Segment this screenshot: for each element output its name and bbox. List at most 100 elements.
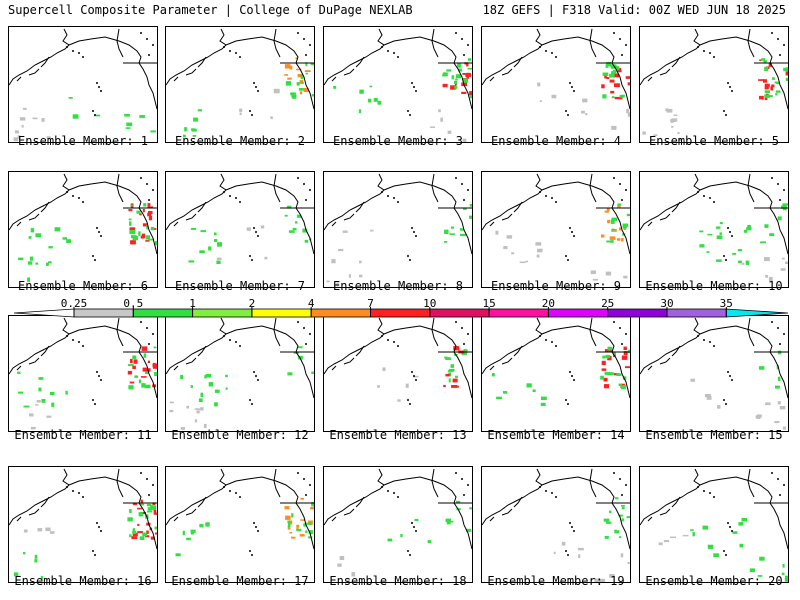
scp-fill-cell [702,525,709,530]
scp-fill-cell [625,366,630,369]
scp-fill-cell [199,250,205,254]
scp-fill-cell [132,503,138,506]
scp-fill-cell [610,64,616,67]
scp-fill-cell [758,414,762,418]
scp-fill-cell [610,219,615,224]
scp-fill-cell [775,93,778,96]
ensemble-member-panel [8,26,158,143]
island [723,110,725,112]
island [82,345,84,347]
scp-fill-cell [19,117,26,121]
scp-fill-cell [457,63,461,68]
island [709,197,711,199]
scp-fill-cell [784,575,788,580]
scp-fill-cell [14,130,19,134]
scp-fill-cell [610,64,617,69]
scp-fill-cell [590,270,596,275]
island [255,526,257,528]
member-map [9,468,157,580]
scp-fill-cell [463,208,467,210]
scale-tick-label: 2 [248,297,256,310]
island [783,484,785,486]
scp-fill-cell [440,117,443,122]
scp-fill-cell [309,522,312,525]
island [255,231,257,233]
island [409,403,411,405]
scp-fill-cell [351,572,356,577]
island [152,484,154,486]
scp-fill-cell [128,209,133,212]
scp-fill-cell [414,518,419,522]
island [783,333,785,335]
scp-fill-cell [143,353,147,358]
coastline [9,173,157,255]
scp-fill-cell [369,85,373,88]
scp-fill-cell [17,135,21,139]
scp-fill-cell [578,554,581,558]
island [569,82,571,84]
scale-segment [132,308,194,318]
scp-fill-cell [623,351,628,356]
island [66,335,68,337]
scp-fill-cell [581,110,585,114]
coastline [640,173,788,255]
island [777,38,779,40]
island [625,484,627,486]
scale-arrow [13,308,75,318]
scp-fill-cell [627,112,630,117]
scp-fill-cell [738,260,742,264]
scp-fill-cell [609,236,616,240]
island [92,399,94,401]
island [625,189,627,191]
scp-fill-cell [13,137,19,142]
scp-fill-cell [194,419,198,423]
island [98,231,100,233]
ensemble-member-panel [481,171,631,288]
scp-fill-cell [463,78,469,83]
scp-fill-cell [611,125,617,130]
scp-fill-cell [21,125,24,128]
scp-fill-cell [22,107,27,110]
island [713,201,715,203]
ensemble-member-panel [639,315,789,432]
coastline [166,28,314,110]
coastline [747,28,755,58]
scp-fill-cell [706,395,712,400]
member-caption: Ensemble Member: 11 [14,428,152,442]
scp-fill-cell [621,94,625,97]
coastline [331,345,365,371]
ensemble-member-panel [639,26,789,143]
island [82,201,84,203]
island [455,32,457,34]
island [249,399,251,401]
scp-fill-cell [305,72,308,75]
scp-fill-cell [49,531,55,534]
scp-fill-cell [732,253,737,255]
scp-fill-cell [619,96,623,100]
scp-fill-cell [299,80,304,84]
member-map [166,173,314,264]
scp-fill-cell [623,346,627,350]
scp-fill-cell [387,538,393,542]
scp-fill-cell [125,127,131,129]
scp-fill-cell [585,113,588,116]
island [253,227,255,229]
scp-fill-cell [300,519,306,521]
scp-fill-cell [72,114,79,119]
island [779,494,781,496]
scp-fill-cell [264,256,268,260]
scp-fill-cell [465,528,472,532]
scp-fill-cell [764,86,769,90]
island [387,50,389,52]
scp-fill-cell [625,76,630,79]
scp-fill-cell [290,92,294,96]
scp-fill-cell [145,371,149,374]
scp-fill-cell [129,221,132,226]
island [397,345,399,347]
coastline [324,468,472,550]
island [239,56,241,58]
scp-fill-cell [699,244,705,248]
scp-fill-cell [621,506,625,510]
scp-fill-cell [613,70,617,74]
coastline [116,173,124,203]
